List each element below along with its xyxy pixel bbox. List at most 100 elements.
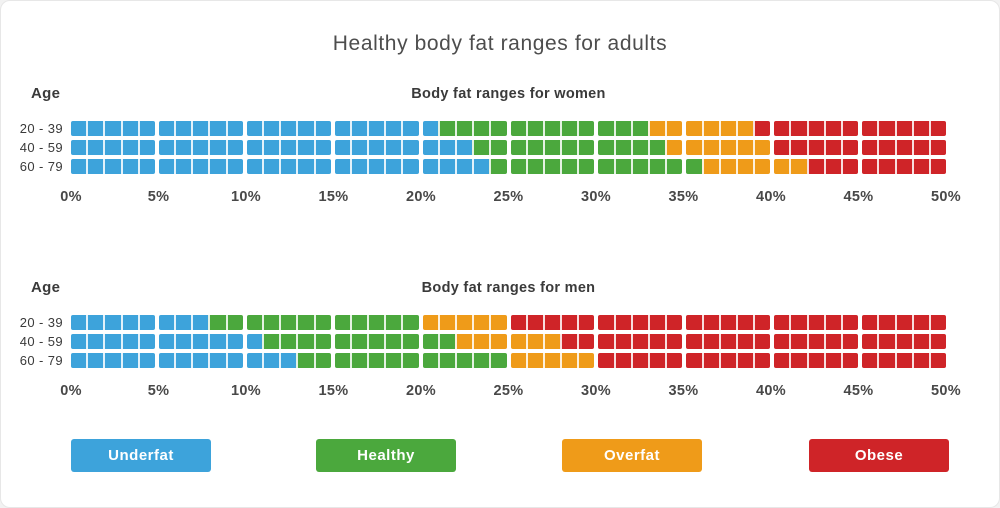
x-axis-tick-label: 25% bbox=[493, 189, 524, 205]
bar-block bbox=[246, 353, 331, 368]
bar-segment-cell bbox=[735, 140, 754, 155]
x-axis-tick-label: 10% bbox=[231, 383, 261, 399]
bar-segment-cell bbox=[525, 353, 543, 368]
bar-segment-cell bbox=[158, 159, 175, 174]
bar-segment-cell bbox=[120, 159, 138, 174]
bar-segment-cell bbox=[86, 334, 104, 349]
bar-block bbox=[158, 315, 243, 330]
bar-segment-cell bbox=[510, 140, 526, 155]
bar-segment-cell bbox=[701, 140, 719, 155]
bar-segment-cell bbox=[665, 159, 683, 174]
bar-block bbox=[422, 159, 507, 174]
bar-segment-cell bbox=[823, 121, 841, 136]
bar-segment-cell bbox=[191, 334, 209, 349]
bar-segment-cell bbox=[862, 140, 878, 155]
bar-segment-cell bbox=[598, 334, 614, 349]
bar-segment-cell bbox=[753, 121, 771, 136]
x-axis-tick-label: 35% bbox=[668, 189, 699, 205]
bar-segment-cell bbox=[789, 334, 807, 349]
bar-segment-cell bbox=[367, 140, 385, 155]
x-axis-tick-label: 35% bbox=[668, 383, 699, 399]
bar-segment-cell bbox=[384, 334, 402, 349]
bar-segment-cell bbox=[701, 159, 719, 174]
bar-segment-cell bbox=[630, 121, 648, 136]
bar-block bbox=[510, 140, 595, 155]
bar-segment-cell bbox=[753, 334, 771, 349]
bar-segment-cell bbox=[489, 159, 507, 174]
bar-segment-cell bbox=[472, 353, 490, 368]
bar-segment-cell bbox=[384, 140, 402, 155]
x-axis-tick-label: 20% bbox=[406, 383, 436, 399]
bar-segment-cell bbox=[384, 353, 402, 368]
bar-segment-cell bbox=[225, 334, 243, 349]
age-axis-label: Age bbox=[31, 85, 61, 102]
x-axis-tick-label: 10% bbox=[231, 189, 261, 205]
x-axis-tick-label: 5% bbox=[147, 189, 170, 205]
stacked-bar bbox=[71, 334, 947, 349]
bar-segment-cell bbox=[613, 140, 631, 155]
bar-segment-cell bbox=[262, 159, 280, 174]
bar-segment-cell bbox=[718, 140, 736, 155]
bar-segment-cell bbox=[262, 315, 280, 330]
bar-segment-cell bbox=[542, 159, 561, 174]
bar-segment-cell bbox=[367, 315, 385, 330]
bar-segment-cell bbox=[191, 140, 209, 155]
bar-segment-cell bbox=[86, 159, 104, 174]
bar-segment-cell bbox=[823, 315, 841, 330]
bar-segment-cell bbox=[137, 121, 155, 136]
bar-segment-cell bbox=[648, 140, 666, 155]
bar-segment-cell bbox=[686, 159, 702, 174]
bar-segment-cell bbox=[401, 140, 419, 155]
bar-segment-cell bbox=[718, 121, 736, 136]
bar-segment-cell bbox=[911, 140, 929, 155]
bar-block bbox=[774, 353, 859, 368]
bar-segment-cell bbox=[510, 334, 526, 349]
bar-block bbox=[774, 140, 859, 155]
bar-segment-cell bbox=[735, 159, 754, 174]
bar-segment-cell bbox=[86, 121, 104, 136]
bar-segment-cell bbox=[191, 159, 209, 174]
bar-segment-cell bbox=[862, 121, 878, 136]
bar-segment-cell bbox=[630, 353, 648, 368]
bar-segment-cell bbox=[262, 334, 280, 349]
bar-segment-cell bbox=[279, 353, 297, 368]
bar-segment-cell bbox=[789, 353, 807, 368]
bar-segment-cell bbox=[806, 334, 824, 349]
legend-item-underfat: Underfat bbox=[71, 439, 211, 472]
bar-segment-cell bbox=[455, 159, 473, 174]
bar-segment-cell bbox=[648, 121, 666, 136]
bar-segment-cell bbox=[313, 334, 331, 349]
bar-block bbox=[71, 353, 155, 368]
bar-segment-cell bbox=[437, 353, 455, 368]
bar-block bbox=[158, 121, 243, 136]
bar-block bbox=[862, 121, 947, 136]
bar-block bbox=[422, 315, 507, 330]
bar-segment-cell bbox=[894, 315, 912, 330]
bar-segment-cell bbox=[862, 159, 878, 174]
bar-segment-cell bbox=[334, 315, 350, 330]
bar-block bbox=[71, 315, 155, 330]
bar-segment-cell bbox=[334, 140, 350, 155]
bar-segment-cell bbox=[630, 334, 648, 349]
stacked-bar bbox=[71, 140, 947, 155]
bar-segment-cell bbox=[560, 121, 578, 136]
bar-segment-cell bbox=[367, 334, 385, 349]
bar-segment-cell bbox=[489, 140, 507, 155]
bar-segment-cell bbox=[86, 315, 104, 330]
bar-segment-cell bbox=[877, 140, 895, 155]
bar-segment-cell bbox=[806, 315, 824, 330]
bar-segment-cell bbox=[823, 353, 841, 368]
bar-block bbox=[246, 140, 331, 155]
bar-segment-cell bbox=[120, 121, 138, 136]
bar-segment-cell bbox=[71, 353, 87, 368]
bar-segment-cell bbox=[598, 121, 614, 136]
bar-block bbox=[774, 315, 859, 330]
bar-segment-cell bbox=[841, 315, 859, 330]
bar-segment-cell bbox=[525, 315, 543, 330]
bar-segment-cell bbox=[225, 121, 243, 136]
bar-segment-cell bbox=[296, 159, 314, 174]
bar-block bbox=[71, 334, 155, 349]
bar-segment-cell bbox=[894, 353, 912, 368]
x-axis-tick-label: 50% bbox=[931, 189, 961, 205]
bar-segment-cell bbox=[103, 121, 121, 136]
